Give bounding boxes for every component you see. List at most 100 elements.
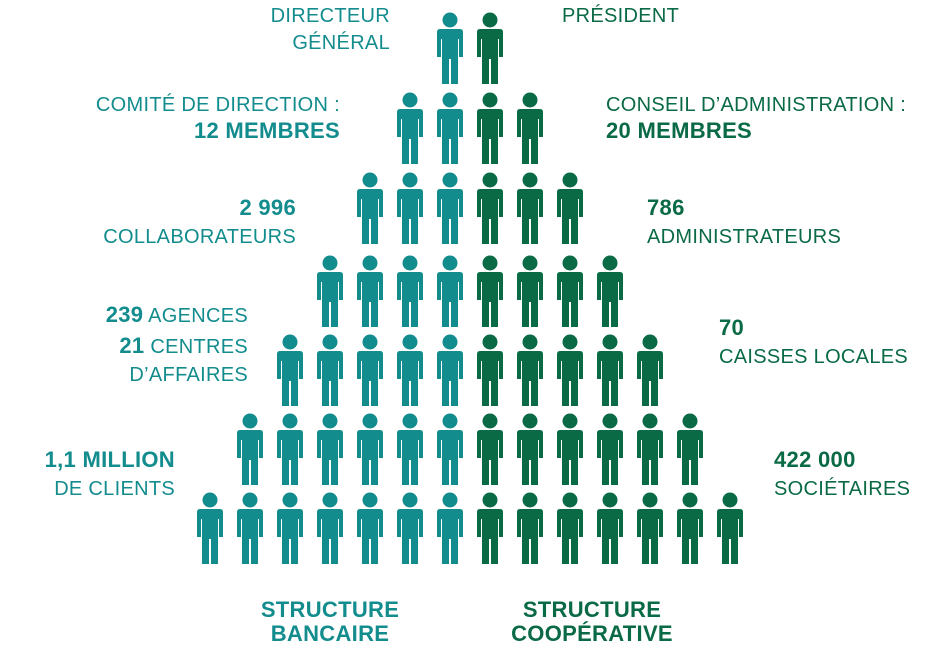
label-line: 1,1 MILLION <box>45 447 175 472</box>
label-text: 20 MEMBRES <box>606 118 752 143</box>
person-icon <box>397 413 423 485</box>
person-icon <box>477 255 503 327</box>
label-line: 70 <box>719 315 744 340</box>
person-icon <box>437 12 463 84</box>
person-icon <box>597 255 623 327</box>
person-icon <box>277 413 303 485</box>
label-text: COMITÉ DE DIRECTION : <box>96 93 340 116</box>
label-text: SOCIÉTAIRES <box>774 477 910 500</box>
label-text: CONSEIL D’ADMINISTRATION : <box>606 94 906 116</box>
label-line: PRÉSIDENT <box>562 4 679 27</box>
person-icon <box>677 492 703 564</box>
label-line: DE CLIENTS <box>54 478 175 500</box>
person-icon <box>477 413 503 485</box>
person-icon <box>437 92 463 164</box>
label-line: DIRECTEUR <box>271 5 390 27</box>
person-icon <box>597 492 623 564</box>
label-text: 239 <box>106 302 144 327</box>
person-icon <box>517 92 543 164</box>
person-icon <box>357 334 383 406</box>
person-icon <box>397 255 423 327</box>
person-icon <box>677 413 703 485</box>
person-icon <box>717 492 743 564</box>
label-text: 1,1 MILLION <box>45 447 175 472</box>
person-icon <box>597 413 623 485</box>
person-icon <box>637 492 663 564</box>
label-line: 786 <box>647 195 685 220</box>
footer-text: COOPÉRATIVE <box>511 621 673 646</box>
label-text: CENTRES <box>144 336 248 358</box>
person-icon <box>317 334 343 406</box>
label-line: GÉNÉRAL <box>292 31 390 54</box>
footer-text: BANCAIRE <box>271 621 390 646</box>
label-text: GÉNÉRAL <box>292 31 390 54</box>
person-icon <box>357 172 383 244</box>
person-icon <box>277 334 303 406</box>
person-icon <box>357 492 383 564</box>
label-text: CAISSES LOCALES <box>719 346 908 368</box>
label-text: ADMINISTRATEURS <box>647 226 841 248</box>
person-icon <box>557 172 583 244</box>
label-line: COMITÉ DE DIRECTION : <box>96 93 340 116</box>
label-line: 422 000 <box>774 447 856 472</box>
label-text: 786 <box>647 195 685 220</box>
label-text: COLLABORATEURS <box>103 226 296 248</box>
person-icon <box>437 492 463 564</box>
person-icon <box>517 334 543 406</box>
person-icon <box>517 492 543 564</box>
person-icon <box>397 334 423 406</box>
person-icon <box>437 255 463 327</box>
label-line: CAISSES LOCALES <box>719 346 908 368</box>
person-icon <box>357 413 383 485</box>
person-icon <box>517 172 543 244</box>
person-icon <box>477 172 503 244</box>
label-text: DIRECTEUR <box>271 5 390 27</box>
person-icon <box>477 492 503 564</box>
label-line: 239 AGENCES <box>106 302 248 327</box>
person-icon <box>597 334 623 406</box>
person-icon <box>517 255 543 327</box>
label-text: 70 <box>719 315 744 340</box>
person-icon <box>317 255 343 327</box>
label-line: 20 MEMBRES <box>606 118 752 143</box>
person-icon <box>637 334 663 406</box>
person-icon <box>477 334 503 406</box>
label-line: SOCIÉTAIRES <box>774 477 910 500</box>
person-icon <box>437 413 463 485</box>
person-icon <box>437 334 463 406</box>
label-text: PRÉSIDENT <box>562 4 679 27</box>
label-text: 2 996 <box>239 195 296 220</box>
label-line: CONSEIL D’ADMINISTRATION : <box>606 94 906 116</box>
label-text: D’AFFAIRES <box>129 364 248 386</box>
person-icon <box>557 492 583 564</box>
person-icon <box>277 492 303 564</box>
person-icon <box>357 255 383 327</box>
footer-text: STRUCTURE <box>523 597 661 622</box>
person-icon <box>397 172 423 244</box>
person-icon <box>557 413 583 485</box>
person-icon <box>237 492 263 564</box>
label-line: D’AFFAIRES <box>129 364 248 386</box>
person-icon <box>557 255 583 327</box>
label-text: 422 000 <box>774 447 856 472</box>
person-icon <box>237 413 263 485</box>
label-line: 2 996 <box>239 195 296 220</box>
person-icon <box>397 492 423 564</box>
label-text: AGENCES <box>143 305 248 327</box>
person-icon <box>197 492 223 564</box>
person-icon <box>317 492 343 564</box>
person-icon <box>397 92 423 164</box>
label-text: 21 <box>119 333 144 358</box>
label-line: 12 MEMBRES <box>194 118 340 143</box>
label-text: DE CLIENTS <box>54 478 175 500</box>
person-icon <box>317 413 343 485</box>
label-text: 12 MEMBRES <box>194 118 340 143</box>
person-icon <box>477 12 503 84</box>
footer-text: STRUCTURE <box>261 597 399 622</box>
person-icon <box>517 413 543 485</box>
label-line: COLLABORATEURS <box>103 226 296 248</box>
label-line: ADMINISTRATEURS <box>647 226 841 248</box>
person-icon <box>637 413 663 485</box>
person-icon <box>557 334 583 406</box>
